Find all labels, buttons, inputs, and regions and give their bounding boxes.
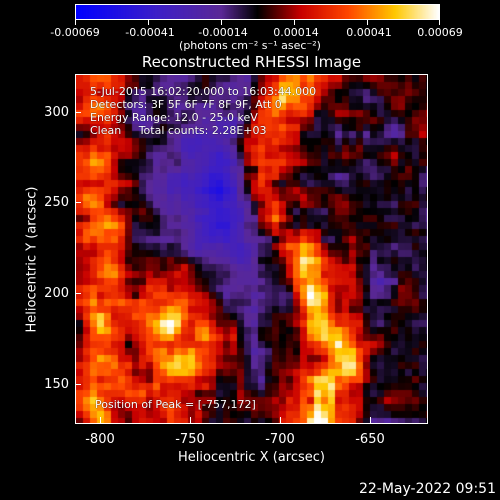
y-tick xyxy=(75,293,81,294)
colorbar-tick-label: -0.00041 xyxy=(125,26,175,39)
x-tick xyxy=(280,417,281,423)
colorbar-tick-label: -0.00069 xyxy=(50,26,100,39)
footer-date: 22-May-2022 09:51 xyxy=(358,481,496,497)
colorbar-tick-label: -0.00014 xyxy=(198,26,248,39)
y-tick-label: 150 xyxy=(44,377,69,392)
y-tick xyxy=(75,202,81,203)
colorbar xyxy=(75,4,440,20)
time-range-text: 5-Jul-2015 16:02:20.000 to 16:03:44.000 xyxy=(90,85,317,98)
y-tick-label: 250 xyxy=(44,195,69,210)
peak-position-text: Position of Peak = [-757,172] xyxy=(95,398,256,411)
colorbar-tick xyxy=(221,20,222,25)
x-tick xyxy=(100,417,101,423)
colorbar-tick xyxy=(294,20,295,25)
x-tick-label: -800 xyxy=(85,432,115,447)
energy-range-text: Energy Range: 12.0 - 25.0 keV xyxy=(90,111,258,124)
y-tick xyxy=(75,384,81,385)
y-axis-label: Heliocentric Y (arcsec) xyxy=(24,186,40,333)
clean-total-counts-text: Clean Total counts: 2.28E+03 xyxy=(90,124,267,137)
colorbar-tick xyxy=(148,20,149,25)
x-tick xyxy=(370,417,371,423)
detectors-text: Detectors: 3F 5F 6F 7F 8F 9F, Att 0 xyxy=(90,98,282,111)
x-tick-label: -700 xyxy=(265,432,295,447)
y-tick-label: 300 xyxy=(44,105,69,120)
chart-title: Reconstructed RHESSI Image xyxy=(141,53,362,71)
colorbar-tick-label: 0.00069 xyxy=(417,26,463,39)
colorbar-tick-label: 0.00014 xyxy=(273,26,319,39)
y-tick-label: 200 xyxy=(44,286,69,301)
colorbar-tick-label: 0.00041 xyxy=(346,26,392,39)
y-tick xyxy=(75,112,81,113)
x-axis-label: Heliocentric X (arcsec) xyxy=(178,450,325,465)
x-tick-label: -650 xyxy=(355,432,385,447)
colorbar-tick xyxy=(439,20,440,25)
x-tick xyxy=(190,417,191,423)
colorbar-units: (photons cm⁻² s⁻¹ asec⁻²) xyxy=(179,39,321,52)
x-tick-label: -750 xyxy=(175,432,205,447)
heatmap-plot: 5-Jul-2015 16:02:20.000 to 16:03:44.000 … xyxy=(75,74,428,424)
heatmap-image xyxy=(76,75,427,423)
colorbar-tick xyxy=(75,20,76,25)
colorbar-tick xyxy=(367,20,368,25)
